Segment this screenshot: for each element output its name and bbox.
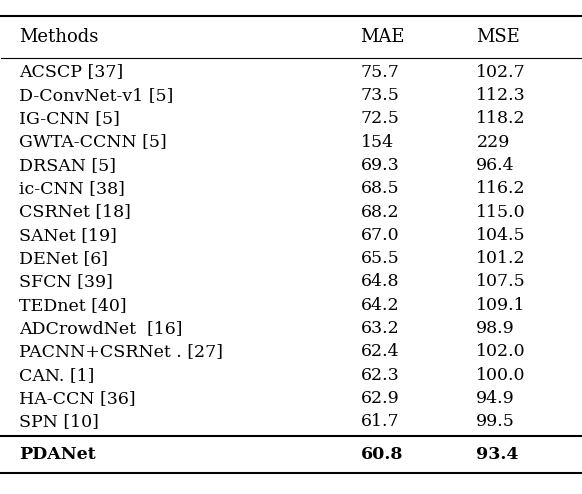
Text: 65.5: 65.5 bbox=[360, 250, 399, 267]
Text: 63.2: 63.2 bbox=[360, 320, 399, 337]
Text: ACSCP [37]: ACSCP [37] bbox=[19, 64, 123, 81]
Text: CSRNet [18]: CSRNet [18] bbox=[19, 204, 130, 220]
Text: 115.0: 115.0 bbox=[476, 204, 526, 220]
Text: 69.3: 69.3 bbox=[360, 157, 399, 174]
Text: MAE: MAE bbox=[360, 28, 405, 46]
Text: 116.2: 116.2 bbox=[476, 180, 526, 197]
Text: 93.4: 93.4 bbox=[476, 446, 519, 463]
Text: 229: 229 bbox=[476, 133, 510, 151]
Text: 109.1: 109.1 bbox=[476, 297, 526, 314]
Text: 118.2: 118.2 bbox=[476, 110, 526, 127]
Text: DRSAN [5]: DRSAN [5] bbox=[19, 157, 116, 174]
Text: CAN. [1]: CAN. [1] bbox=[19, 367, 94, 384]
Text: 102.0: 102.0 bbox=[476, 343, 526, 361]
Text: 60.8: 60.8 bbox=[360, 446, 403, 463]
Text: SFCN [39]: SFCN [39] bbox=[19, 274, 113, 290]
Text: 62.9: 62.9 bbox=[360, 390, 399, 407]
Text: TEDnet [40]: TEDnet [40] bbox=[19, 297, 126, 314]
Text: 98.9: 98.9 bbox=[476, 320, 515, 337]
Text: HA-CCN [36]: HA-CCN [36] bbox=[19, 390, 136, 407]
Text: 107.5: 107.5 bbox=[476, 274, 526, 290]
Text: 61.7: 61.7 bbox=[360, 413, 399, 430]
Text: 67.0: 67.0 bbox=[360, 227, 399, 244]
Text: 96.4: 96.4 bbox=[476, 157, 515, 174]
Text: 73.5: 73.5 bbox=[360, 87, 399, 104]
Text: 154: 154 bbox=[360, 133, 393, 151]
Text: 100.0: 100.0 bbox=[476, 367, 526, 384]
Text: D-ConvNet-v1 [5]: D-ConvNet-v1 [5] bbox=[19, 87, 173, 104]
Text: 101.2: 101.2 bbox=[476, 250, 526, 267]
Text: 72.5: 72.5 bbox=[360, 110, 399, 127]
Text: SANet [19]: SANet [19] bbox=[19, 227, 116, 244]
Text: ic-CNN [38]: ic-CNN [38] bbox=[19, 180, 125, 197]
Text: 94.9: 94.9 bbox=[476, 390, 515, 407]
Text: 64.8: 64.8 bbox=[360, 274, 399, 290]
Text: 68.5: 68.5 bbox=[360, 180, 399, 197]
Text: ADCrowdNet  [16]: ADCrowdNet [16] bbox=[19, 320, 182, 337]
Text: 104.5: 104.5 bbox=[476, 227, 526, 244]
Text: PACNN+CSRNet . [27]: PACNN+CSRNet . [27] bbox=[19, 343, 223, 361]
Text: 99.5: 99.5 bbox=[476, 413, 515, 430]
Text: 62.3: 62.3 bbox=[360, 367, 399, 384]
Text: 112.3: 112.3 bbox=[476, 87, 526, 104]
Text: MSE: MSE bbox=[476, 28, 520, 46]
Text: PDANet: PDANet bbox=[19, 446, 95, 463]
Text: 68.2: 68.2 bbox=[360, 204, 399, 220]
Text: 102.7: 102.7 bbox=[476, 64, 526, 81]
Text: 75.7: 75.7 bbox=[360, 64, 399, 81]
Text: 62.4: 62.4 bbox=[360, 343, 399, 361]
Text: DENet [6]: DENet [6] bbox=[19, 250, 108, 267]
Text: 64.2: 64.2 bbox=[360, 297, 399, 314]
Text: Methods: Methods bbox=[19, 28, 98, 46]
Text: SPN [10]: SPN [10] bbox=[19, 413, 98, 430]
Text: GWTA-CCNN [5]: GWTA-CCNN [5] bbox=[19, 133, 166, 151]
Text: IG-CNN [5]: IG-CNN [5] bbox=[19, 110, 120, 127]
